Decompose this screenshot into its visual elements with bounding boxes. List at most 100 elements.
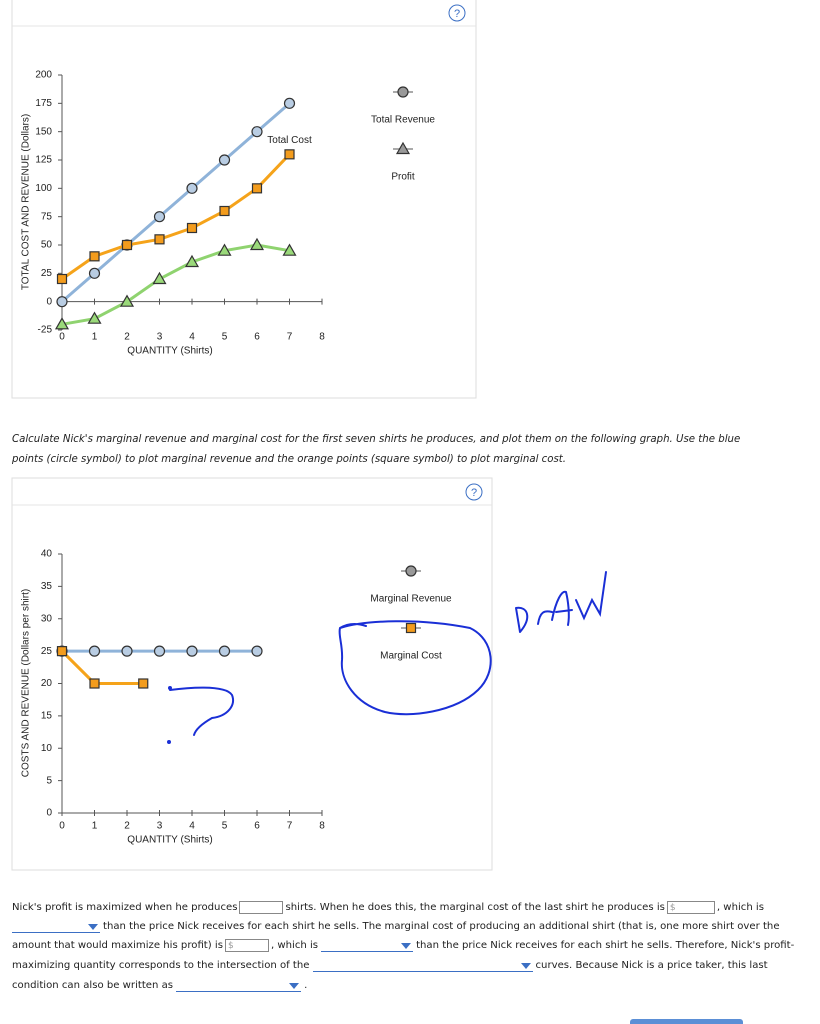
- marker: [249, 237, 265, 251]
- x-tick-label: 5: [222, 332, 228, 343]
- marker: [138, 678, 149, 689]
- marker: [186, 645, 198, 657]
- question-line: maximizing quantity corresponds to the i…: [12, 958, 768, 974]
- question-line: condition can also be written as.: [12, 978, 307, 994]
- marker: [56, 646, 68, 657]
- y-tick-label: 10: [41, 743, 53, 754]
- marker: [153, 645, 166, 657]
- question-text: Nick's profit is maximized when he produ…: [12, 902, 238, 913]
- instructions: Calculate Nick's marginal revenue and ma…: [12, 434, 741, 465]
- answer-dropdown[interactable]: [321, 939, 414, 952]
- question-text: shirts. When he does this, the marginal …: [285, 902, 665, 913]
- question-text: condition can also be written as: [12, 980, 174, 991]
- marker: [121, 239, 133, 251]
- marker: [251, 183, 263, 194]
- answer-input[interactable]: $: [224, 938, 269, 952]
- marker: [405, 565, 417, 577]
- scribble: [168, 686, 172, 690]
- marker: [152, 271, 167, 285]
- y-tick-label: 50: [41, 240, 53, 251]
- question-text: , which is: [716, 902, 764, 913]
- x-tick-label: 8: [319, 821, 325, 832]
- question-text: than the price Nick receives for each sh…: [416, 940, 795, 951]
- marker: [119, 294, 135, 307]
- question-text: , which is: [270, 940, 319, 951]
- question-line: than the price Nick receives for each sh…: [12, 919, 780, 935]
- x-tick-label: 1: [92, 821, 98, 832]
- y-axis-label: TOTAL COST AND REVENUE (Dollars): [21, 114, 32, 290]
- marker: [54, 317, 70, 330]
- marker: [405, 622, 417, 634]
- y-tick-label: 25: [41, 268, 53, 279]
- marker: [251, 645, 263, 657]
- marker: [88, 267, 101, 279]
- x-tick-label: 5: [222, 821, 228, 832]
- marker: [89, 678, 100, 689]
- currency: $: [227, 940, 234, 951]
- y-tick-label: 20: [41, 678, 53, 689]
- panel: [11, 477, 493, 871]
- y-tick-label: 0: [46, 808, 52, 819]
- marker: [87, 311, 102, 324]
- help-label[interactable]: ?: [471, 487, 477, 499]
- marker: [219, 205, 230, 217]
- y-tick-label: 100: [35, 183, 52, 194]
- x-tick-label: 7: [287, 821, 293, 832]
- marker: [395, 141, 411, 155]
- y-tick-label: 125: [35, 155, 52, 166]
- marker: [218, 154, 231, 166]
- submit-button[interactable]: [630, 1019, 743, 1024]
- marker: [56, 296, 68, 308]
- question-text: than the price Nick receives for each sh…: [103, 921, 780, 932]
- x-tick-label: 2: [124, 332, 130, 343]
- series-label: Total Cost: [267, 135, 312, 146]
- series-line: [61, 153, 291, 281]
- x-tick-label: 8: [319, 332, 325, 343]
- y-tick-label: 15: [41, 711, 53, 722]
- help-label[interactable]: ?: [454, 8, 460, 20]
- legend-label: Marginal Revenue: [370, 594, 452, 605]
- marker: [217, 243, 232, 256]
- scribble: [338, 620, 492, 716]
- marker: [283, 97, 296, 109]
- x-tick-label: 7: [287, 332, 293, 343]
- scribble: [169, 686, 234, 736]
- series-line: [61, 243, 290, 326]
- y-tick-label: -25: [38, 325, 53, 336]
- marker: [88, 645, 101, 657]
- question-text: maximizing quantity corresponds to the i…: [12, 960, 310, 971]
- x-tick-label: 4: [189, 821, 195, 832]
- y-tick-label: 75: [41, 211, 53, 222]
- x-tick-label: 6: [254, 332, 260, 343]
- x-tick-label: 2: [124, 821, 130, 832]
- series-line: [60, 650, 144, 685]
- y-tick-label: 0: [46, 296, 52, 307]
- help-icon[interactable]: [448, 4, 466, 22]
- question-text: amount that would maximize his profit) i…: [12, 940, 223, 951]
- x-axis-label: QUANTITY (Shirts): [127, 346, 212, 357]
- marker: [154, 234, 165, 245]
- y-tick-label: 40: [41, 549, 53, 560]
- x-tick-label: 0: [59, 821, 65, 832]
- marker: [186, 182, 198, 194]
- y-axis-label: COSTS AND REVENUE (Dollars per shirt): [21, 589, 32, 777]
- marker: [121, 645, 133, 657]
- answer-dropdown[interactable]: [12, 920, 100, 933]
- y-tick-label: 35: [41, 581, 53, 592]
- legend-label: Marginal Cost: [380, 651, 442, 662]
- legend-label: Total Revenue: [371, 115, 435, 126]
- marker: [186, 222, 198, 234]
- question-text: curves. Because Nick is a price taker, t…: [535, 960, 768, 971]
- help-icon[interactable]: [465, 483, 483, 501]
- answer-input[interactable]: [239, 900, 284, 914]
- answer-dropdown[interactable]: [176, 979, 302, 992]
- x-tick-label: 1: [92, 332, 98, 343]
- marker: [284, 149, 295, 160]
- marker: [282, 243, 297, 256]
- y-tick-label: 30: [41, 613, 53, 624]
- y-tick-label: 200: [35, 70, 52, 81]
- answer-dropdown[interactable]: [312, 959, 533, 972]
- answer-input[interactable]: $: [666, 900, 715, 914]
